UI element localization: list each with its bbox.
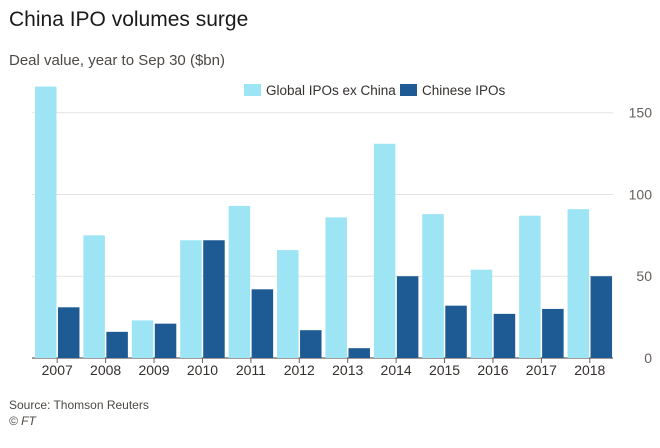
y-tick-label: 0 [644,350,652,366]
x-tick-label: 2009 [138,362,169,378]
legend-label: Chinese IPOs [422,83,506,98]
bar-chinese-2015 [445,305,467,358]
bar-global-2016 [470,269,493,358]
x-tick-label: 2012 [284,362,315,378]
bar-global-2013 [325,217,347,358]
x-tick-label: 2013 [332,362,363,378]
x-tick-label: 2014 [381,362,412,378]
x-tick-label: 2008 [90,362,121,378]
bar-global-2012 [277,250,299,358]
bar-chinese-2008 [106,331,128,358]
bar-global-2008 [83,235,105,358]
bar-chinese-2014 [396,276,419,358]
bar-global-2011 [228,205,251,358]
legend-swatch [244,84,261,96]
y-tick-label: 50 [636,268,652,284]
bar-global-2014 [373,143,396,358]
chart-subtitle: Deal value, year to Sep 30 ($bn) [9,52,225,69]
bar-chinese-2012 [300,330,322,358]
y-tick-label: 100 [629,186,653,202]
bar-chinese-2009 [154,323,177,358]
bar-global-2015 [422,214,444,358]
x-tick-label: 2011 [236,362,266,378]
x-tick-label: 2007 [42,362,73,378]
bar-chinese-2007 [57,307,80,358]
bar-global-2010 [180,240,202,358]
x-tick-label: 2016 [477,362,508,378]
x-tick-label: 2010 [187,362,218,378]
bar-chinese-2010 [203,240,225,358]
x-tick-label: 2018 [574,362,605,378]
bar-chinese-2017 [542,308,564,358]
chart-title: China IPO volumes surge [9,8,249,31]
credit-note: © FT [9,414,36,428]
legend-label: Global IPOs ex China [266,83,396,98]
bar-global-2018 [567,209,590,358]
legend-swatch [400,84,417,96]
bar-global-2017 [519,215,541,358]
bar-global-2007 [34,86,57,359]
y-tick-label: 150 [629,105,653,121]
x-tick-label: 2015 [429,362,460,378]
bar-chinese-2011 [251,289,274,358]
bar-chinese-2016 [493,313,516,358]
bar-chinese-2018 [590,276,613,358]
x-tick-label: 2017 [526,362,557,378]
bar-global-2009 [131,320,154,358]
bar-chinese-2013 [348,348,370,358]
source-note: Source: Thomson Reuters [9,398,149,412]
